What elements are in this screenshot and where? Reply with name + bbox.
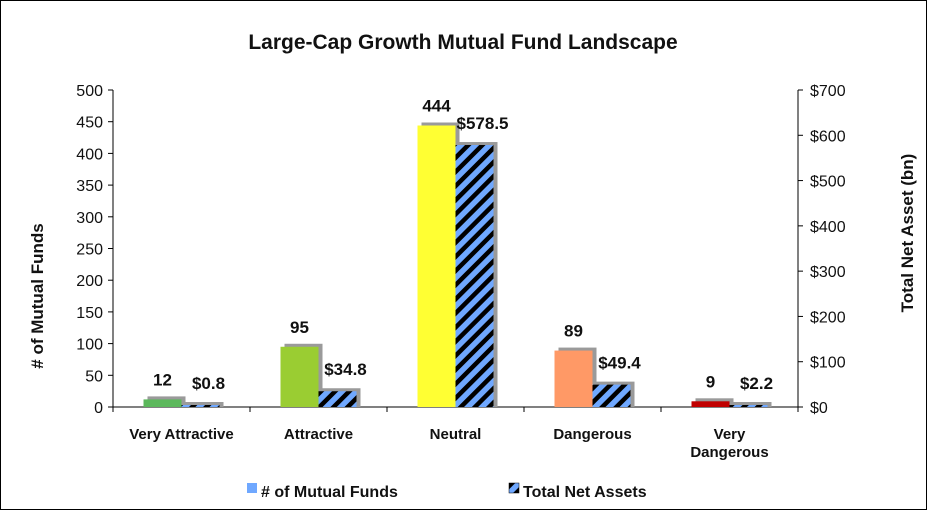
y-tick-label-left: 350 <box>76 178 103 195</box>
bar-shadow-assets <box>733 402 772 407</box>
legend-label-funds: # of Mutual Funds <box>261 484 398 501</box>
y-tick-label-left: 100 <box>76 337 103 354</box>
legend-swatch-assets <box>508 482 520 494</box>
bar-funds <box>554 350 593 407</box>
data-label-funds: 89 <box>564 322 583 341</box>
bar-assets <box>455 145 494 407</box>
legend-swatch-funds <box>247 483 257 493</box>
data-labels: 12 $0.8 95 $34.8 444 $578.5 89 $49.4 9 $2.2 <box>153 97 773 393</box>
data-label-assets: $49.4 <box>598 354 641 373</box>
bar-assets <box>318 391 357 407</box>
bar-funds <box>143 399 182 407</box>
bar-funds <box>417 125 456 407</box>
data-label-assets: $0.8 <box>192 374 225 393</box>
y-tick-label-right: $100 <box>810 355 846 372</box>
y-tick-label-left: 200 <box>76 273 103 290</box>
x-tick-label: Very Attractive <box>129 426 234 443</box>
axes: 0 50 100 150 200 250 300 350 400 450 500 $0 $100 $200… <box>76 83 845 461</box>
bar-assets <box>592 384 631 407</box>
y-tick-label-right: $600 <box>810 128 846 145</box>
y-tick-label-right: $200 <box>810 309 846 326</box>
legend-label-assets: Total Net Assets <box>523 484 647 501</box>
x-tick-label: Dangerous <box>690 444 768 461</box>
y-tick-label-left: 250 <box>76 242 103 259</box>
y-tick-label-right: $400 <box>810 219 846 236</box>
data-label-assets: $34.8 <box>324 360 367 379</box>
y-tick-label-left: 500 <box>76 83 103 100</box>
y-tick-label-left: 300 <box>76 210 103 227</box>
chart-title: Large-Cap Growth Mutual Fund Landscape <box>248 31 677 54</box>
y-tick-label-right: $0 <box>810 400 828 417</box>
y-axis-right-label: Total Net Asset (bn) <box>898 154 917 313</box>
y-tick-label-left: 450 <box>76 115 103 132</box>
data-label-funds: 444 <box>422 97 451 116</box>
y-tick-label-left: 150 <box>76 305 103 322</box>
data-label-funds: 95 <box>290 318 309 337</box>
x-tick-label: Dangerous <box>553 426 631 443</box>
x-tick-label: Attractive <box>284 426 353 443</box>
data-label-funds: 12 <box>153 370 172 389</box>
legend: # of Mutual Funds Total Net Assets <box>247 482 647 501</box>
data-label-assets: $578.5 <box>457 114 509 133</box>
y-tick-label-right: $300 <box>810 264 846 281</box>
y-tick-label-left: 50 <box>85 368 103 385</box>
y-axis-left-label: # of Mutual Funds <box>28 223 47 368</box>
bar-assets <box>181 405 220 407</box>
bar-assets <box>729 405 768 407</box>
y-tick-label-right: $700 <box>810 83 846 100</box>
x-tick-label: Very <box>714 426 746 443</box>
x-tick-label: Neutral <box>430 426 482 443</box>
y-tick-label-left: 0 <box>94 400 103 417</box>
data-label-funds: 9 <box>706 372 715 391</box>
data-label-assets: $2.2 <box>740 374 773 393</box>
bar-funds <box>280 346 319 407</box>
bar-shadow-assets <box>185 402 224 407</box>
y-tick-label-right: $500 <box>810 174 846 191</box>
bars <box>143 122 772 407</box>
bar-funds <box>691 401 730 407</box>
y-tick-label-left: 400 <box>76 146 103 163</box>
